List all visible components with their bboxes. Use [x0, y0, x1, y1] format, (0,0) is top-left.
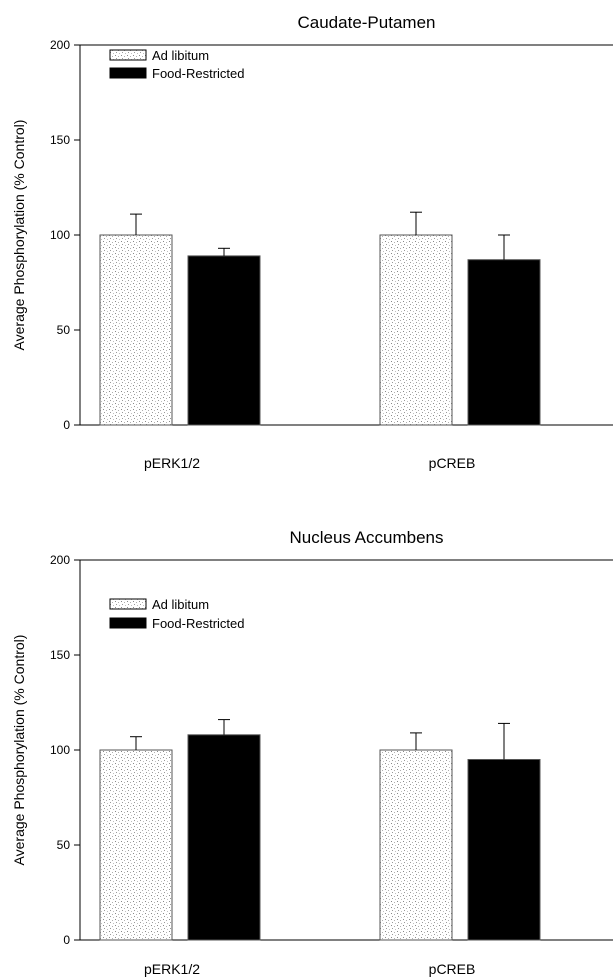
y-tick-label: 150: [50, 648, 70, 662]
chart-title: Caudate-Putamen: [298, 13, 436, 32]
chart-panel-2: Nucleus Accumbens 0 50 100 150 200 Average Pho…: [11, 528, 613, 977]
y-tick-label: 100: [50, 228, 70, 242]
bar: [379, 749, 453, 941]
legend-label: Food-Restricted: [152, 66, 244, 81]
legend-swatch: [109, 49, 147, 61]
y-tick-label: 200: [50, 38, 70, 52]
y-tick-label: 0: [63, 933, 70, 947]
y-tick-label: 50: [57, 323, 71, 337]
bar: [379, 234, 453, 426]
bar: [99, 234, 173, 426]
legend-label: Ad libitum: [152, 48, 209, 63]
bar: [99, 749, 173, 941]
y-tick-label: 100: [50, 743, 70, 757]
x-category-label: pERK1/2: [144, 455, 200, 471]
y-tick-label: 150: [50, 133, 70, 147]
x-category-label: pCREB: [429, 961, 476, 977]
x-category-label: pCREB: [429, 455, 476, 471]
y-axis-label: Average Phosphorylation (% Control): [11, 635, 27, 866]
y-tick-label: 50: [57, 838, 71, 852]
legend-swatch: [109, 598, 147, 610]
x-category-label: pERK1/2: [144, 961, 200, 977]
chart-title: Nucleus Accumbens: [289, 528, 443, 547]
legend-label: Food-Restricted: [152, 616, 244, 631]
y-tick-label: 200: [50, 553, 70, 567]
legend-swatch: [109, 67, 147, 79]
y-tick-label: 0: [63, 418, 70, 432]
bar: [467, 759, 541, 941]
bar: [467, 259, 541, 426]
chart-panel-1: Caudate-Putamen 0 50 100 150 200 Average Phosp…: [11, 13, 613, 471]
legend-label: Ad libitum: [152, 597, 209, 612]
bar: [187, 734, 261, 941]
legend-swatch: [109, 617, 147, 629]
y-axis-label: Average Phosphorylation (% Control): [11, 120, 27, 351]
bar: [187, 255, 261, 426]
